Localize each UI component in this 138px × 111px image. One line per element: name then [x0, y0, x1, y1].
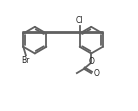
- Text: Br: Br: [22, 56, 30, 65]
- Text: O: O: [93, 69, 99, 78]
- Text: Cl: Cl: [76, 16, 83, 25]
- Text: O: O: [88, 57, 94, 66]
